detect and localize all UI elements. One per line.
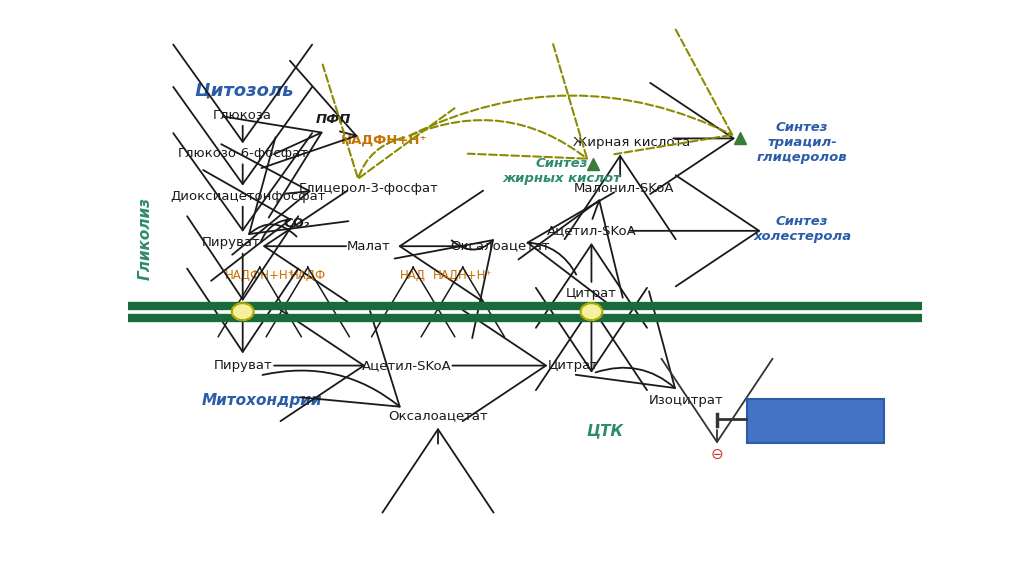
Text: ПФП: ПФП [315, 113, 351, 126]
Text: Гликолиз: Гликолиз [137, 197, 153, 280]
Text: Пируват: Пируват [202, 236, 260, 249]
Text: Цитозоль: Цитозоль [194, 82, 293, 100]
Text: Ацетил-SKoA: Ацетил-SKoA [547, 224, 636, 237]
Text: ⊖: ⊖ [711, 446, 723, 461]
Text: Малат: Малат [346, 240, 390, 253]
Text: Изоцитрат: Изоцитрат [648, 394, 723, 407]
Text: Диоксиацетонфосфат: Диоксиацетонфосфат [170, 190, 326, 203]
Ellipse shape [581, 303, 602, 320]
Text: НАДФ: НАДФ [290, 269, 326, 282]
Text: Синтез
холестерола: Синтез холестерола [753, 215, 851, 243]
Ellipse shape [231, 303, 254, 320]
Text: Оксалоацетат: Оксалоацетат [388, 409, 487, 422]
Text: Пируват: Пируват [213, 359, 272, 372]
Text: НАДФН+Н⁺: НАДФН+Н⁺ [341, 134, 427, 146]
Text: Ацетил-SKoA: Ацетил-SKoA [362, 359, 452, 372]
Text: НАД: НАД [400, 269, 426, 282]
Text: CO₂: CO₂ [284, 217, 310, 230]
Text: Малонил-SKoA: Малонил-SKoA [573, 182, 674, 195]
Text: Митохондрии: Митохондрии [202, 393, 323, 408]
Text: Цитрат: Цитрат [548, 359, 599, 372]
Text: Избыток
АТФ и НАДН: Избыток АТФ и НАДН [771, 407, 861, 435]
Text: Глюкозо-6-фосфат: Глюкозо-6-фосфат [177, 147, 308, 160]
Text: ЦТК: ЦТК [586, 423, 624, 438]
Text: Синтез
триацил-
глицеролов: Синтез триацил- глицеролов [757, 121, 848, 164]
FancyBboxPatch shape [748, 399, 885, 444]
Text: Глицерол-3-фосфат: Глицерол-3-фосфат [298, 182, 438, 195]
Text: Оксалоацетат: Оксалоацетат [451, 240, 550, 253]
Text: Глюкоза: Глюкоза [213, 109, 272, 122]
Text: Цитрат: Цитрат [566, 287, 616, 301]
Text: НАДФН+Н⁺: НАДФН+Н⁺ [225, 269, 295, 282]
Text: Жирная кислота: Жирная кислота [573, 136, 690, 149]
Text: НАДН+Н⁺: НАДН+Н⁺ [433, 269, 493, 282]
Text: Синтез
жирных кислот: Синтез жирных кислот [503, 157, 622, 185]
